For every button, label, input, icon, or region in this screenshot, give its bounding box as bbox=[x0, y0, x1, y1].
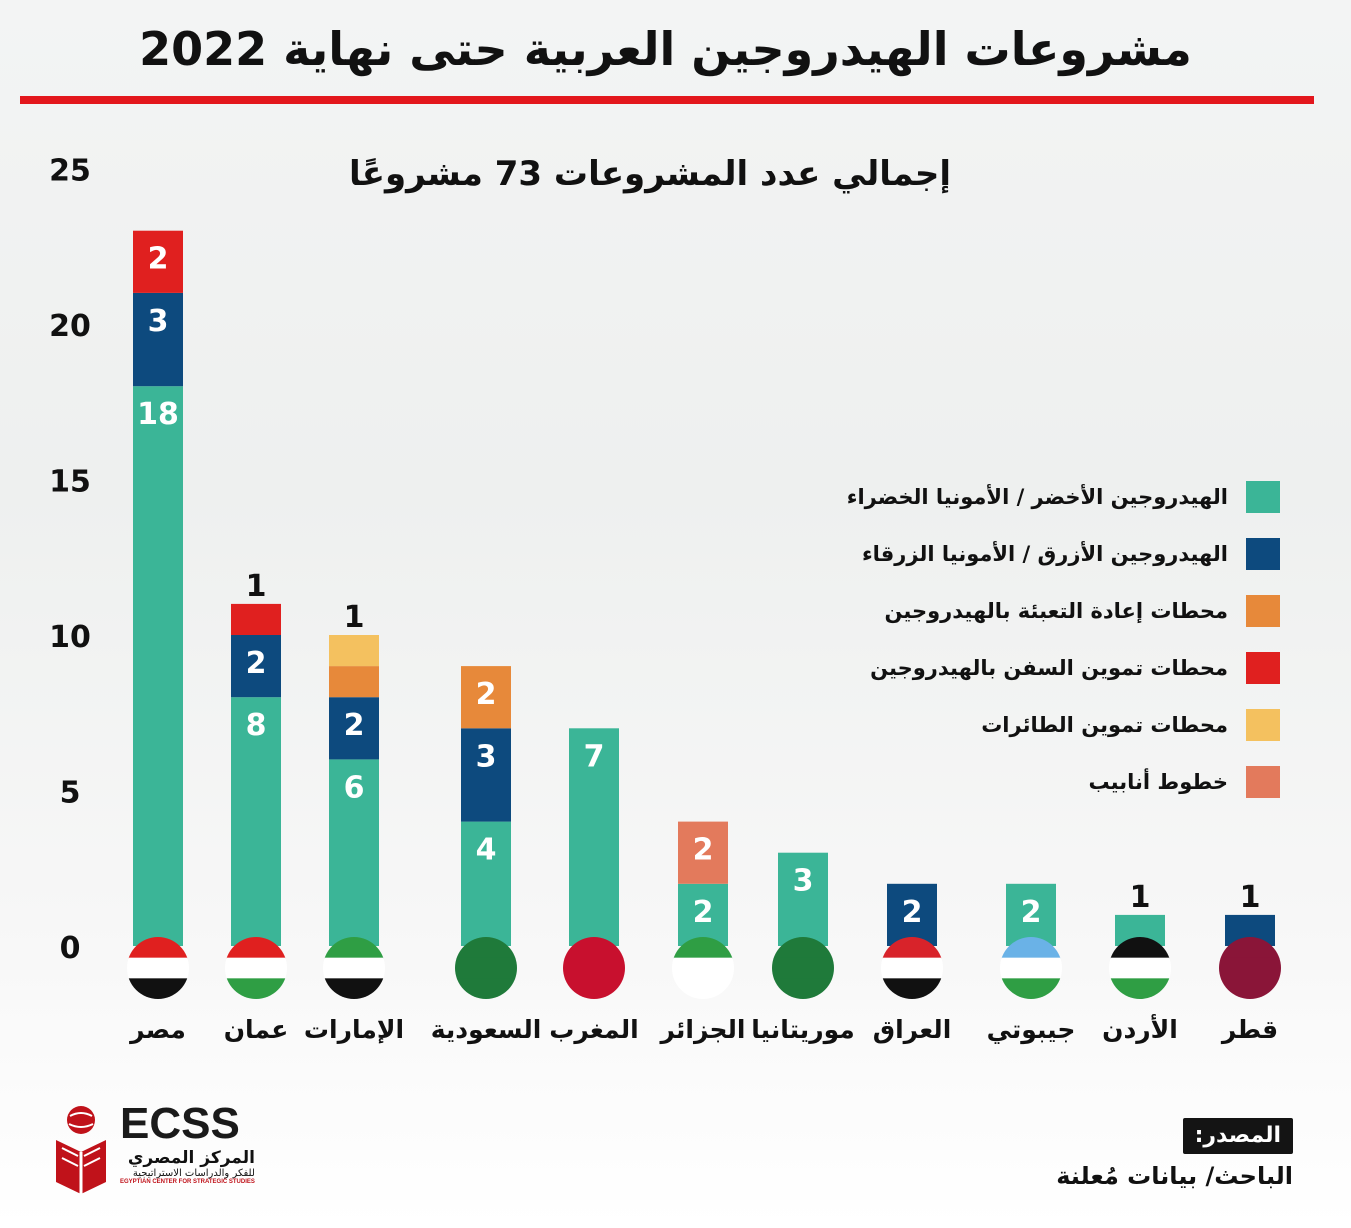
flag-icon bbox=[127, 937, 189, 999]
chart-subtitle: إجمالي عدد المشروعات 73 مشروعًا bbox=[348, 154, 952, 194]
legend-item: محطات تموين السفن بالهيدروجين bbox=[700, 639, 1280, 696]
bar-value-label: 3 bbox=[148, 304, 169, 339]
bar-value-label: 2 bbox=[344, 708, 365, 743]
bar-value-label: 2 bbox=[1021, 895, 1042, 930]
x-category-label: مصر bbox=[128, 1015, 186, 1045]
bar-value-label: 2 bbox=[148, 242, 169, 277]
flag-icon bbox=[455, 937, 517, 999]
legend-label: محطات إعادة التعبئة بالهيدروجين bbox=[884, 598, 1228, 623]
logo-arabic-subtitle: للفكر والدراسات الاستراتيجية bbox=[132, 1168, 255, 1179]
x-category-label: عمان bbox=[224, 1015, 289, 1044]
x-category-label: السعودية bbox=[431, 1015, 542, 1045]
legend-item: الهيدروجين الأخضر / الأمونيا الخضراء bbox=[700, 468, 1280, 525]
bar-segment bbox=[133, 292, 183, 387]
bar-value-label: 2 bbox=[246, 646, 267, 681]
flag-icon bbox=[1000, 937, 1062, 999]
legend-label: محطات تموين السفن بالهيدروجين bbox=[870, 655, 1228, 680]
bar-value-label: 8 bbox=[246, 708, 267, 743]
bar-value-label: 2 bbox=[476, 677, 497, 712]
bar-segment bbox=[461, 666, 511, 729]
legend-swatch bbox=[1246, 480, 1280, 513]
bar-value-label: 7 bbox=[584, 739, 605, 774]
x-category-label: المغرب bbox=[549, 1015, 639, 1045]
bar-value-label: 2 bbox=[693, 833, 714, 868]
title-underline bbox=[20, 96, 1314, 104]
ecss-logo: ECSS المركز المصري للفكر والدراسات الاست… bbox=[48, 1100, 268, 1200]
bar-value-label: 4 bbox=[476, 833, 497, 868]
bar-segment bbox=[678, 821, 728, 884]
bar-segment bbox=[133, 386, 183, 946]
legend-item: خطوط أنابيب bbox=[700, 753, 1280, 810]
bar-value-label: 1 bbox=[1240, 880, 1261, 915]
legend-label: الهيدروجين الأخضر / الأمونيا الخضراء bbox=[846, 484, 1228, 509]
source-text: الباحث/ بيانات مُعلنة bbox=[1056, 1162, 1293, 1190]
bar-value-label: 2 bbox=[693, 895, 714, 930]
flag-icon bbox=[772, 937, 834, 999]
flag-icon bbox=[881, 937, 943, 999]
bar-segment bbox=[461, 728, 511, 822]
y-tick-label: 0 bbox=[60, 931, 81, 966]
y-tick-label: 5 bbox=[60, 776, 81, 811]
x-category-label: الجزائر bbox=[658, 1015, 745, 1045]
x-category-label: موريتانيا bbox=[751, 1015, 855, 1045]
source-label: المصدر: bbox=[1182, 1118, 1293, 1154]
x-category-label: قطر bbox=[1220, 1015, 1278, 1045]
legend-label: محطات تموين الطائرات bbox=[981, 712, 1228, 737]
ecss-emblem-icon bbox=[56, 1106, 106, 1194]
bar-value-label: 1 bbox=[246, 569, 267, 604]
legend-swatch bbox=[1246, 651, 1280, 684]
chart-legend: الهيدروجين الأخضر / الأمونيا الخضراء الهي… bbox=[700, 468, 1280, 810]
bar-segment bbox=[678, 883, 728, 946]
bar-value-label: 6 bbox=[344, 770, 365, 805]
y-tick-label: 15 bbox=[49, 465, 91, 500]
bar-segment bbox=[231, 635, 281, 698]
y-tick-label: 25 bbox=[49, 154, 91, 189]
bar-segment bbox=[133, 230, 183, 293]
bar-value-label: 1 bbox=[344, 600, 365, 635]
bar-segment bbox=[569, 728, 619, 946]
bar-value-label: 2 bbox=[902, 895, 923, 930]
flag-icon bbox=[225, 937, 287, 999]
bar-segment bbox=[329, 697, 379, 760]
legend-label: خطوط أنابيب bbox=[1088, 769, 1228, 794]
y-tick-label: 20 bbox=[49, 309, 91, 344]
bar-segment bbox=[461, 821, 511, 946]
bar-segment bbox=[329, 759, 379, 946]
legend-swatch bbox=[1246, 537, 1280, 570]
logo-english-name: EGYPTIAN CENTER FOR STRATEGIC STUDIES bbox=[120, 1179, 255, 1185]
flag-icon bbox=[563, 937, 625, 999]
bar-segment bbox=[778, 852, 828, 946]
page-title: مشروعات الهيدروجين العربية حتى نهاية 202… bbox=[139, 22, 1192, 76]
flag-icon bbox=[1109, 937, 1171, 999]
bar-value-label: 3 bbox=[793, 864, 814, 899]
x-category-label: جيبوتي bbox=[987, 1015, 1076, 1045]
legend-label: الهيدروجين الأزرق / الأمونيا الزرقاء bbox=[861, 541, 1228, 566]
bar-value-label: 3 bbox=[476, 739, 497, 774]
y-tick-label: 10 bbox=[49, 620, 91, 655]
x-category-label: الأردن bbox=[1102, 1014, 1178, 1044]
legend-item: محطات إعادة التعبئة بالهيدروجين bbox=[700, 582, 1280, 639]
flag-icon bbox=[672, 937, 734, 999]
x-category-label: العراق bbox=[873, 1015, 952, 1045]
legend-swatch bbox=[1246, 594, 1280, 627]
bar-segment bbox=[329, 666, 379, 698]
bar-segment bbox=[231, 603, 281, 635]
legend-swatch bbox=[1246, 765, 1280, 798]
legend-swatch bbox=[1246, 708, 1280, 741]
legend-item: الهيدروجين الأزرق / الأمونيا الزرقاء bbox=[700, 525, 1280, 582]
bar-segment bbox=[329, 635, 379, 667]
bar-value-label: 18 bbox=[137, 397, 179, 432]
legend-item: محطات تموين الطائرات bbox=[700, 696, 1280, 753]
logo-acronym: ECSS bbox=[120, 1099, 240, 1148]
bar-segment bbox=[231, 697, 281, 946]
bar-segment bbox=[1006, 883, 1056, 946]
stacked-bar-chart: 0 5 10 15 20 25 18 3 2 مصر 8 2 1 عمان 6 2 1 1 الإمارات 4 3 2 ا… bbox=[49, 154, 1281, 1045]
logo-arabic-name: المركز المصري bbox=[127, 1148, 255, 1168]
bar-value-label: 1 bbox=[1130, 880, 1151, 915]
x-category-label: الإمارات bbox=[304, 1015, 404, 1044]
bar-segment bbox=[887, 883, 937, 946]
flag-icon bbox=[323, 937, 385, 999]
flag-icon bbox=[1219, 937, 1281, 999]
